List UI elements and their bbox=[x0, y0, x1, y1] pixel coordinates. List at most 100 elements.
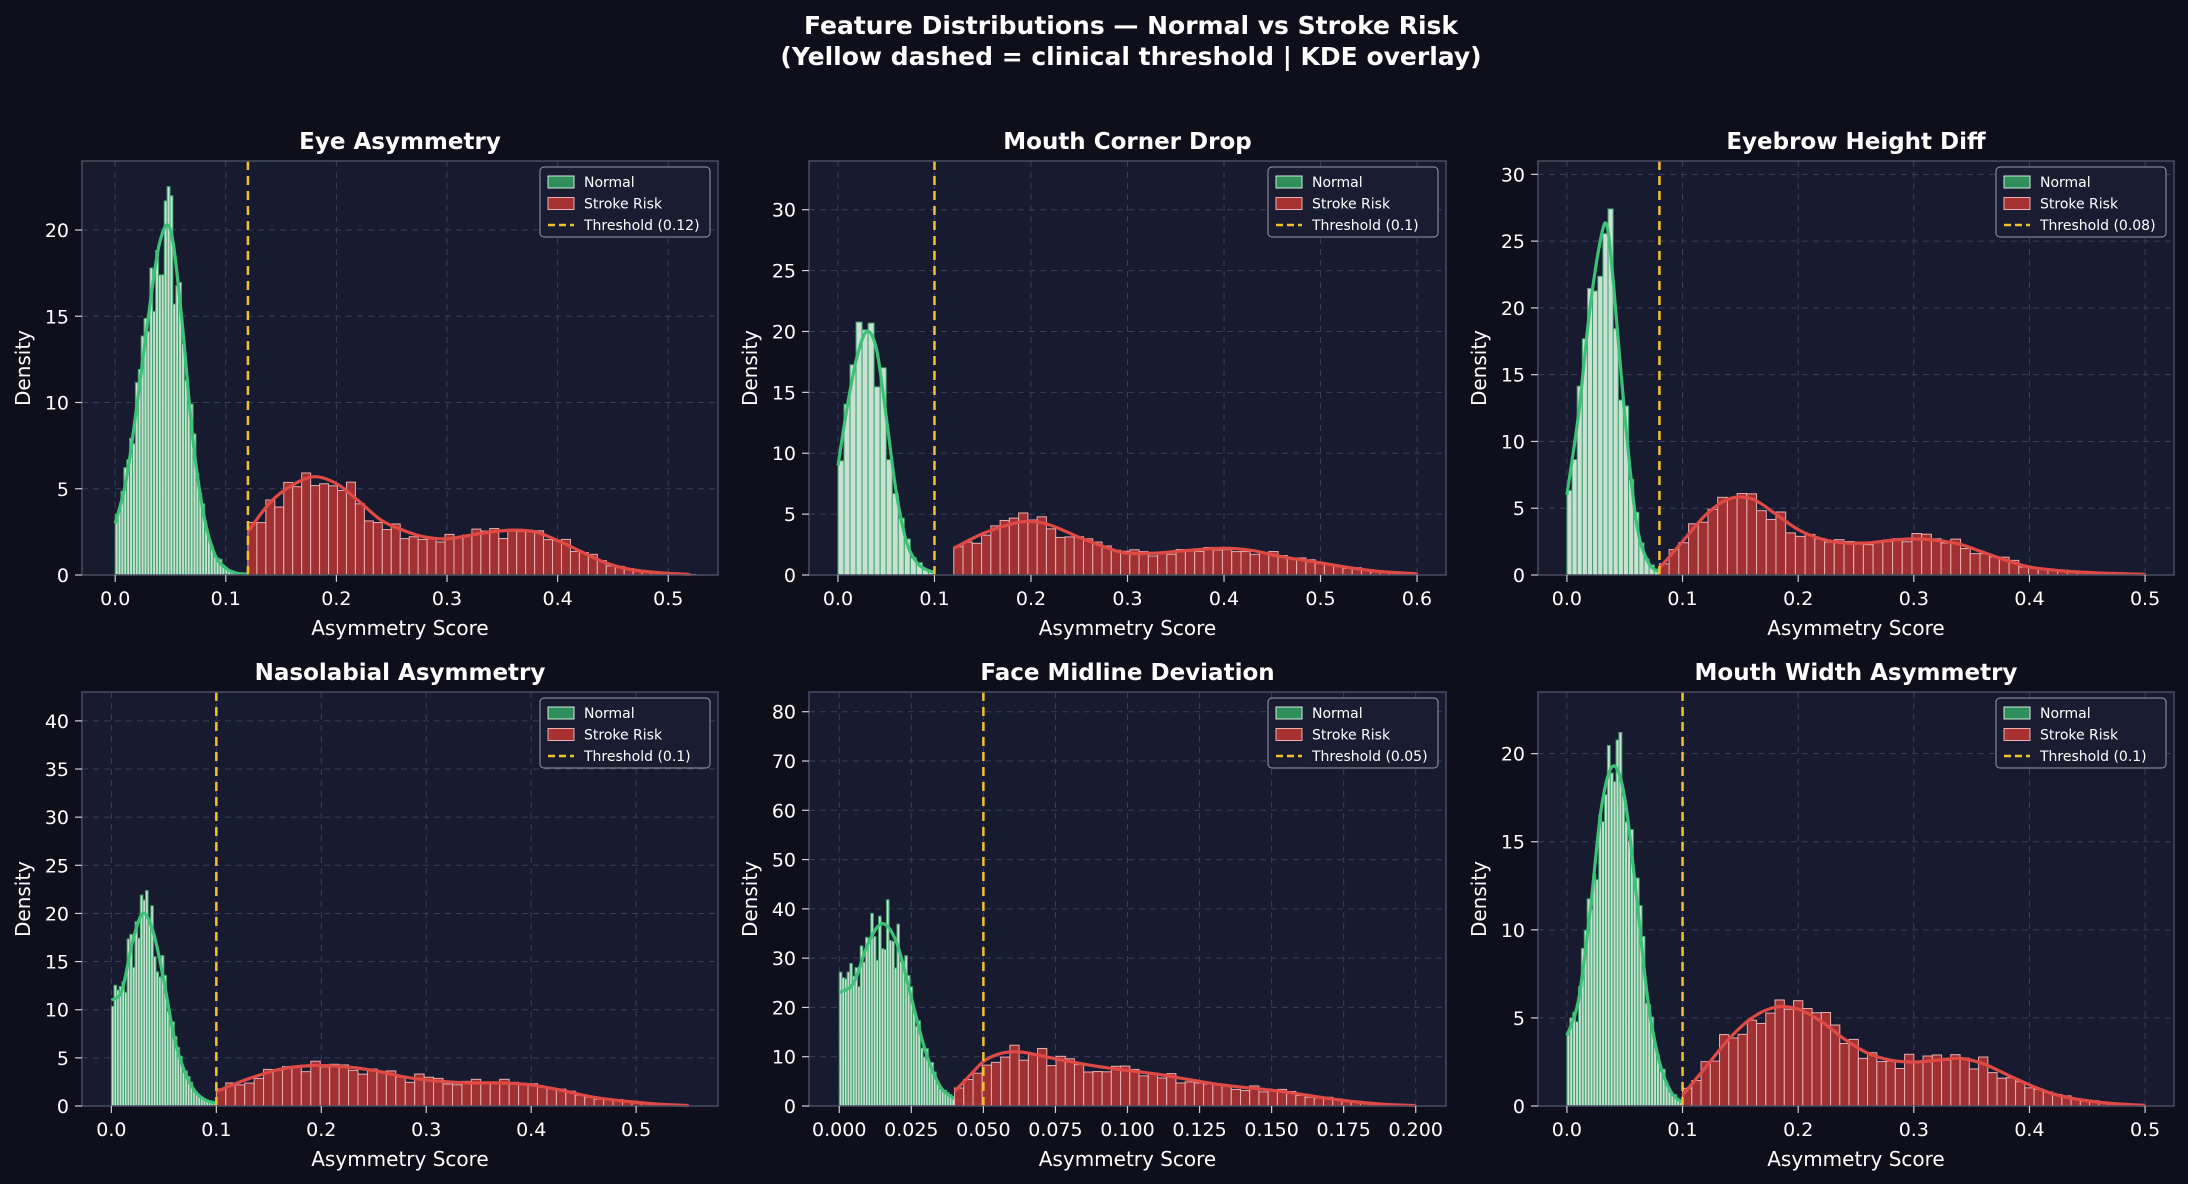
x-tick-label: 0.125 bbox=[1172, 1119, 1226, 1141]
histogram-bar bbox=[953, 546, 964, 576]
histogram-bar bbox=[461, 1080, 472, 1107]
histogram-bar bbox=[1073, 536, 1084, 576]
x-tick-label: 0.175 bbox=[1316, 1119, 1370, 1141]
histogram-bar bbox=[1286, 557, 1298, 576]
x-tick-label: 0.1 bbox=[201, 1119, 231, 1141]
histogram-bar bbox=[1073, 1064, 1085, 1107]
histogram-bar bbox=[1774, 999, 1785, 1107]
histogram-bar bbox=[1737, 1033, 1748, 1107]
x-tick-label: 0.3 bbox=[1899, 1119, 1929, 1141]
histogram-bar bbox=[480, 1083, 491, 1107]
subplot-2: 0.0 0.1 0.2 0.3 0.4 0.5 0.6 0 5 10 15 20 25 30 Mouth C… bbox=[738, 129, 1447, 640]
histogram-bar bbox=[1756, 510, 1767, 576]
legend-label: Threshold (0.1) bbox=[1311, 218, 1419, 234]
y-tick-label: 80 bbox=[772, 702, 796, 724]
histogram-bar bbox=[319, 483, 330, 576]
histogram-bar bbox=[516, 531, 527, 576]
histogram-bar bbox=[1009, 1044, 1020, 1107]
histogram-bar bbox=[1867, 1052, 1878, 1107]
series-stroke-risk bbox=[246, 472, 697, 577]
histogram-bar bbox=[1885, 1060, 1896, 1107]
histogram-bar bbox=[1184, 1081, 1195, 1107]
legend-swatch bbox=[1275, 175, 1303, 189]
x-tick-label: 0.4 bbox=[2014, 1119, 2044, 1141]
x-axis-label: Asymmetry Score bbox=[1039, 1147, 1216, 1171]
histogram-bar bbox=[1184, 550, 1196, 576]
subplot-1: 0.0 0.1 0.2 0.3 0.4 0.5 0 5 10 15 20 Eye Asymmetry A… bbox=[11, 129, 719, 640]
histogram-bar bbox=[1156, 1077, 1168, 1107]
histogram-bar bbox=[574, 1094, 586, 1107]
series-normal bbox=[836, 321, 936, 576]
histogram-bar bbox=[861, 329, 869, 576]
legend-box bbox=[539, 697, 711, 769]
y-tick-label: 40 bbox=[45, 711, 69, 733]
histogram-bar bbox=[1597, 275, 1604, 576]
x-axis-label: Asymmetry Score bbox=[1039, 616, 1216, 640]
histogram-bar bbox=[265, 499, 276, 576]
histogram-bar bbox=[1783, 1008, 1795, 1107]
histogram-bar bbox=[849, 364, 857, 576]
y-tick-label: 60 bbox=[772, 800, 796, 822]
y-tick-label: 0 bbox=[57, 1096, 69, 1118]
histogram-bar bbox=[1083, 1071, 1094, 1107]
x-tick-label: 0.2 bbox=[321, 588, 351, 610]
histogram-bar bbox=[1046, 1065, 1057, 1107]
histogram-bar bbox=[1811, 1012, 1822, 1107]
x-tick-label: 0.3 bbox=[1112, 588, 1142, 610]
histogram-bar bbox=[1295, 1094, 1306, 1107]
kde-line bbox=[215, 1063, 689, 1108]
histogram-bar bbox=[1931, 1054, 1943, 1107]
legend: Normal Stroke Risk Threshold (0.1) bbox=[539, 697, 711, 769]
histogram-bar bbox=[1746, 493, 1758, 576]
histogram-bar bbox=[1833, 539, 1845, 576]
histogram-bar bbox=[962, 541, 973, 576]
legend-swatch bbox=[547, 728, 575, 741]
histogram-bar bbox=[605, 565, 616, 576]
y-tick-label: 15 bbox=[45, 952, 69, 974]
histogram-bar bbox=[310, 1060, 321, 1107]
x-tick-label: 0.3 bbox=[1899, 588, 1929, 610]
histogram-bar bbox=[1814, 538, 1826, 576]
subplots: 0.0 0.1 0.2 0.3 0.4 0.5 0 5 10 15 20 Eye Asymmetry A… bbox=[11, 129, 2175, 1171]
legend-label: Normal bbox=[1312, 175, 1363, 191]
histogram-bar bbox=[1950, 1054, 1961, 1107]
histogram-bar bbox=[1259, 552, 1270, 576]
histogram-bar bbox=[328, 485, 339, 576]
histogram-bar bbox=[1221, 1085, 1232, 1107]
x-tick-label: 0.2 bbox=[306, 1119, 336, 1141]
histogram-bar bbox=[525, 530, 536, 576]
axes-frame bbox=[1537, 691, 2175, 1107]
histogram-bar bbox=[1267, 1089, 1278, 1107]
histogram-bar bbox=[543, 539, 554, 576]
x-tick-label: 0.075 bbox=[1028, 1119, 1082, 1141]
histogram-bar bbox=[292, 486, 303, 576]
y-tick-label: 50 bbox=[772, 850, 796, 872]
histogram-bar bbox=[417, 538, 428, 576]
histogram-bar bbox=[963, 1079, 974, 1107]
x-tick-label: 0.200 bbox=[1389, 1119, 1443, 1141]
kde-line bbox=[1565, 221, 1661, 574]
x-tick-label: 0.5 bbox=[2130, 588, 2160, 610]
histogram-bar bbox=[1802, 1008, 1813, 1107]
histogram-bar bbox=[435, 541, 446, 576]
y-tick-label: 15 bbox=[45, 306, 69, 328]
histogram-bar bbox=[1726, 497, 1738, 576]
legend-label: Normal bbox=[2040, 175, 2091, 191]
kde-line bbox=[953, 519, 1418, 576]
histogram-bar bbox=[272, 1069, 283, 1107]
histogram-bar bbox=[1027, 1053, 1039, 1107]
axes-frame bbox=[1537, 160, 2175, 576]
histogram-bar bbox=[1612, 328, 1619, 576]
histogram-bar bbox=[453, 536, 464, 576]
histogram-bar bbox=[1876, 1061, 1887, 1107]
x-tick-label: 0.1 bbox=[1667, 588, 1697, 610]
histogram-bar bbox=[2005, 1077, 2017, 1107]
y-tick-label: 5 bbox=[784, 504, 796, 526]
histogram-bar bbox=[518, 1084, 529, 1107]
histogram-bar bbox=[1804, 533, 1816, 576]
histogram-bar bbox=[1785, 532, 1796, 576]
y-tick-label: 15 bbox=[772, 382, 796, 404]
legend: Normal Stroke Risk Threshold (0.12) bbox=[539, 166, 711, 238]
histogram-bar bbox=[354, 503, 365, 576]
histogram-bar bbox=[451, 1084, 463, 1107]
